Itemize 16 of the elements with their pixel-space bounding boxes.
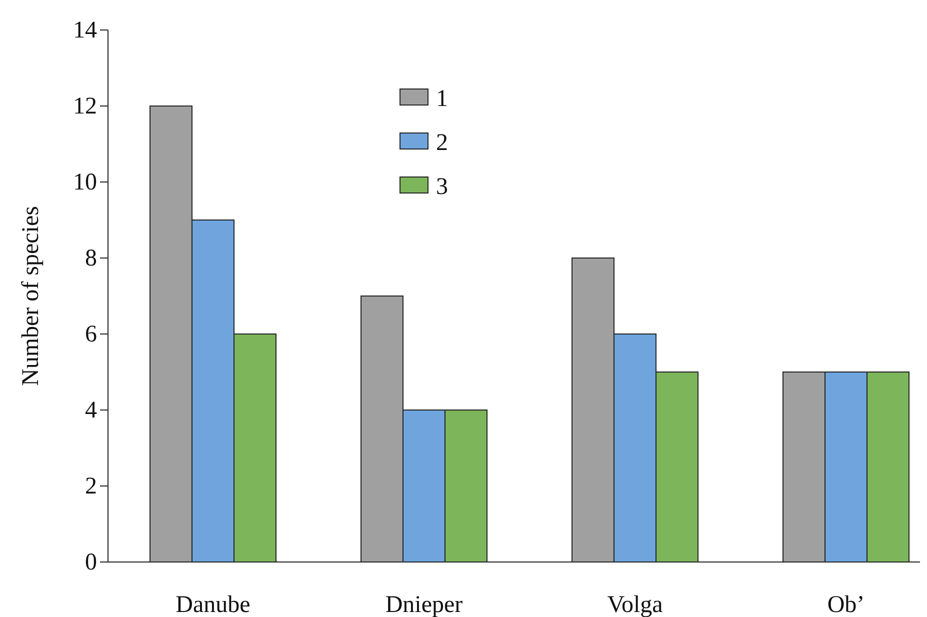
legend-label: 1 bbox=[436, 86, 448, 112]
y-tick-label: 12 bbox=[73, 94, 97, 120]
y-tick-label: 2 bbox=[85, 474, 97, 500]
y-tick-label: 0 bbox=[85, 550, 97, 576]
x-tick-label: Volga bbox=[607, 592, 664, 617]
y-axis-title: Number of species bbox=[18, 206, 44, 386]
x-tick-label: Ob’ bbox=[827, 592, 865, 617]
legend-label: 2 bbox=[436, 130, 448, 156]
y-tick-label: 8 bbox=[85, 246, 97, 272]
y-tick-label: 4 bbox=[85, 398, 97, 424]
legend-label: 3 bbox=[436, 174, 448, 200]
y-tick-label: 10 bbox=[73, 170, 97, 196]
x-tick-label: Dnieper bbox=[385, 592, 463, 617]
y-tick-label: 14 bbox=[73, 18, 97, 44]
x-tick-label: Danube bbox=[176, 592, 250, 617]
y-tick-label: 6 bbox=[85, 322, 97, 348]
